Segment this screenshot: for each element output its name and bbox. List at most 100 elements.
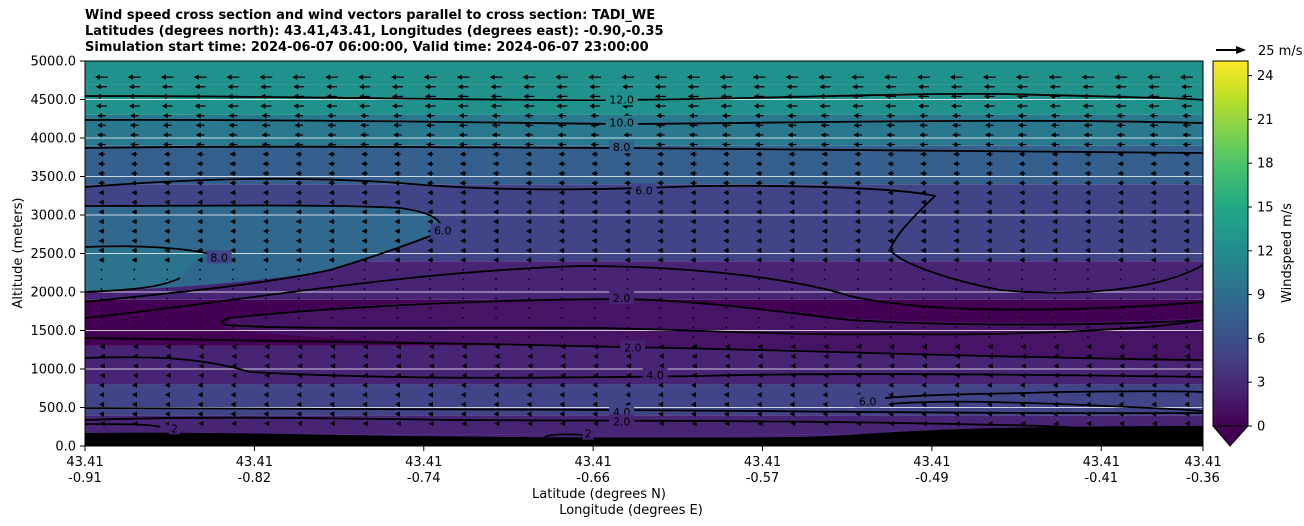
wind-vector (1087, 268, 1089, 271)
wind-vector (856, 372, 862, 379)
wind-vector (920, 218, 927, 225)
wind-vector (196, 161, 204, 167)
wind-vector (459, 151, 467, 157)
wind-vector (526, 199, 532, 205)
contour-label-bg-11 (609, 414, 635, 428)
wind-vector (492, 161, 500, 167)
wind-vector (1185, 307, 1188, 310)
wind-vector (231, 363, 237, 369)
wind-vector (163, 161, 171, 167)
wind-vector (690, 199, 697, 205)
wind-vector (1119, 372, 1125, 379)
wind-vector (490, 84, 502, 90)
wind-vector (198, 372, 204, 379)
wind-scale-label: 25 m/s (1258, 44, 1303, 59)
wind-vector (259, 74, 273, 80)
wind-vector (1018, 151, 1026, 157)
wind-vector (1119, 336, 1122, 338)
wind-vector (920, 199, 927, 205)
wind-vector (394, 257, 401, 263)
wind-vector (230, 247, 236, 254)
contour-4-mid (85, 265, 1203, 319)
wind-vector (1082, 103, 1094, 109)
wind-vector (884, 74, 898, 80)
wind-vector (199, 288, 201, 290)
wind-vector (166, 326, 169, 329)
wind-vector (921, 392, 927, 398)
wind-vector (97, 122, 106, 128)
wind-vector (164, 401, 170, 408)
wind-vector (986, 401, 992, 408)
wind-vector (1086, 420, 1092, 427)
wind-vector (955, 316, 958, 319)
wind-vector (133, 307, 136, 310)
wind-vector (293, 103, 305, 109)
wind-vector (528, 268, 530, 271)
wind-vector (954, 392, 960, 398)
contour-label-12: 2 (171, 422, 178, 435)
wind-vector (327, 132, 336, 138)
wind-vector (1117, 180, 1125, 186)
wind-vector (1117, 238, 1124, 244)
wind-vector (99, 401, 105, 408)
wind-vector (197, 209, 203, 215)
wind-vector (227, 93, 239, 100)
wind-vector (131, 401, 137, 408)
wind-vector (593, 363, 599, 369)
wind-vector (558, 209, 565, 215)
title-line-3: Simulation start time: 2024-06-07 06:00:… (85, 40, 649, 55)
wind-vector (526, 209, 532, 215)
wind-vector (1119, 268, 1122, 271)
wind-vector (263, 392, 269, 398)
wind-vector (788, 170, 796, 177)
wind-vector (987, 363, 993, 369)
wind-vector (195, 122, 205, 128)
wind-vector (1183, 257, 1190, 263)
wind-vector (1183, 180, 1190, 186)
wind-vector (823, 336, 826, 338)
wind-vector (328, 161, 335, 167)
wind-vector (1021, 326, 1024, 329)
wind-vector (232, 307, 234, 310)
terrain (85, 426, 1203, 446)
wind-vector (789, 228, 795, 234)
x-tick-lat-1: 43.41 (236, 455, 273, 470)
wind-vector (624, 238, 631, 244)
contour-label-bg-3 (631, 183, 657, 197)
wind-vector (721, 122, 731, 128)
wind-vector (199, 268, 201, 271)
wind-vector (690, 382, 696, 388)
wind-vector (1017, 141, 1027, 148)
wind-vector (658, 353, 664, 359)
wind-vector (690, 411, 696, 417)
wind-vector (920, 209, 927, 215)
wind-vector (460, 218, 466, 225)
wind-vector (1049, 93, 1061, 100)
wind-vector (264, 297, 267, 300)
wind-vector (528, 336, 530, 338)
wind-vector (984, 132, 994, 138)
y-tick-label-1: 500.0 (39, 401, 76, 416)
wind-vector (758, 297, 760, 300)
wind-vector (1119, 420, 1125, 427)
wind-vector (361, 209, 368, 215)
wind-vector (752, 74, 766, 80)
wind-vector (362, 392, 368, 398)
wind-vector (854, 189, 861, 196)
contour-label-bg-1 (605, 115, 638, 129)
wind-vector (1116, 122, 1126, 128)
wind-vector (593, 326, 596, 329)
wind-vector (1152, 297, 1155, 300)
wind-vector (856, 278, 859, 281)
wind-vector (164, 392, 170, 398)
wind-vector (1019, 189, 1025, 196)
wind-vector (1017, 122, 1027, 128)
wind-vector (230, 218, 236, 225)
wind-vector (1185, 297, 1188, 300)
wind-vector (1185, 372, 1191, 379)
wind-vector (161, 93, 173, 100)
wind-vector (1084, 161, 1092, 167)
wind-vector (232, 326, 234, 329)
wind-vector (230, 392, 236, 398)
wind-vector (1051, 151, 1059, 157)
